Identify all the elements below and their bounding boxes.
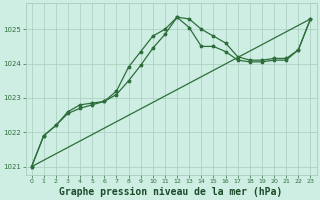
X-axis label: Graphe pression niveau de la mer (hPa): Graphe pression niveau de la mer (hPa) bbox=[60, 186, 283, 197]
